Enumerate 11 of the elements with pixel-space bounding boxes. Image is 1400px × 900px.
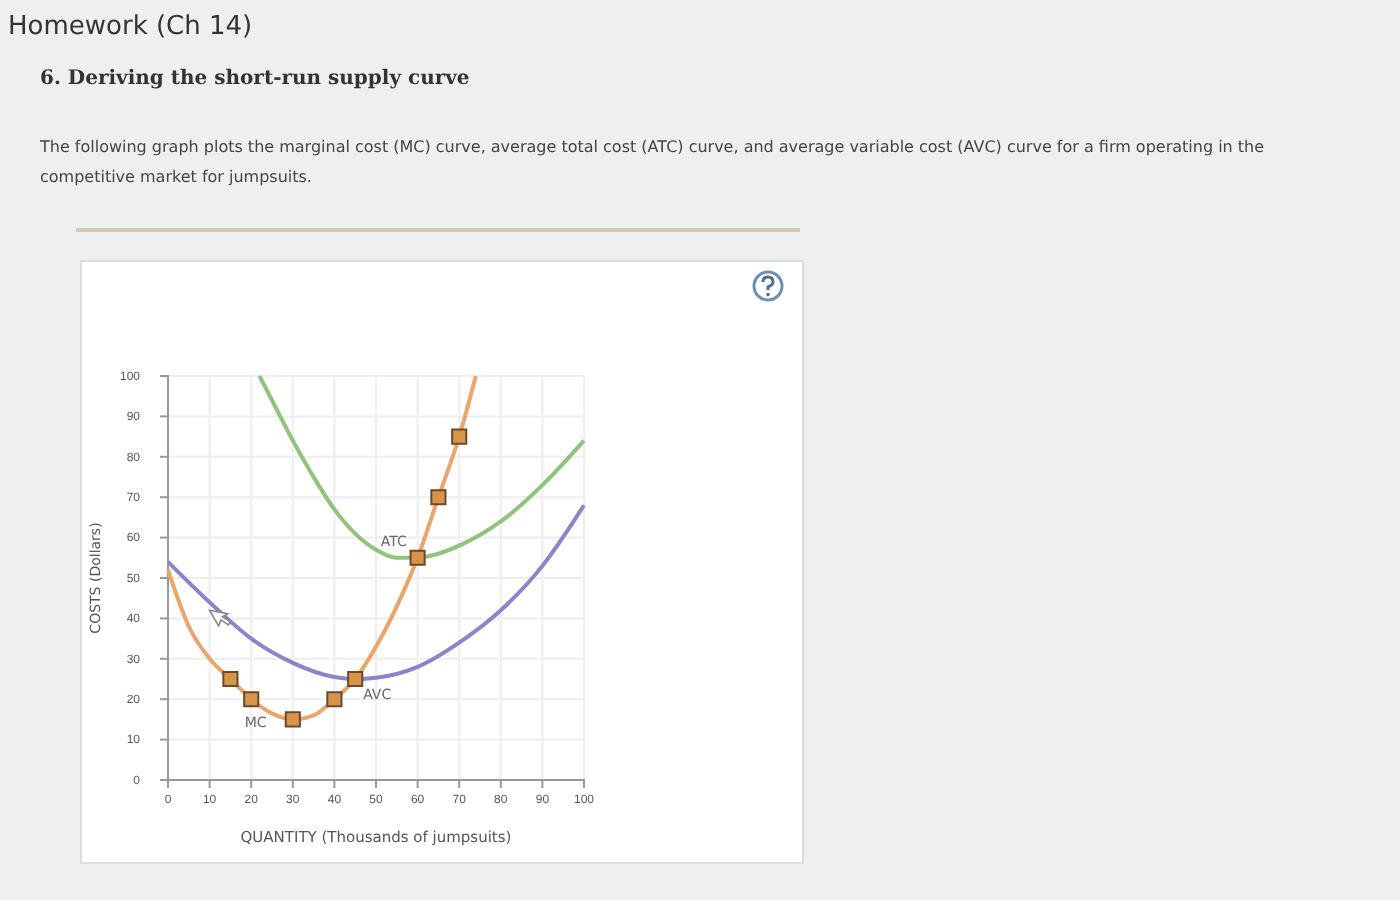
text: Homework (Ch 14) bbox=[8, 12, 253, 42]
point bbox=[430, 489, 447, 506]
point bbox=[243, 691, 260, 708]
point bbox=[222, 670, 239, 688]
point bbox=[326, 691, 343, 708]
text: The following graph plots the marginal cost (MC) curve, average total cost (ATC) curve, and average variable cost (AVC) curve for a firm operating in the competitive market for jumpsuits. bbox=[40, 136, 1267, 190]
point bbox=[451, 428, 468, 445]
chart-title: 6. Deriving the short-run supply curve bbox=[40, 68, 470, 90]
point bbox=[347, 670, 364, 688]
point bbox=[284, 711, 301, 728]
point bbox=[409, 549, 426, 566]
